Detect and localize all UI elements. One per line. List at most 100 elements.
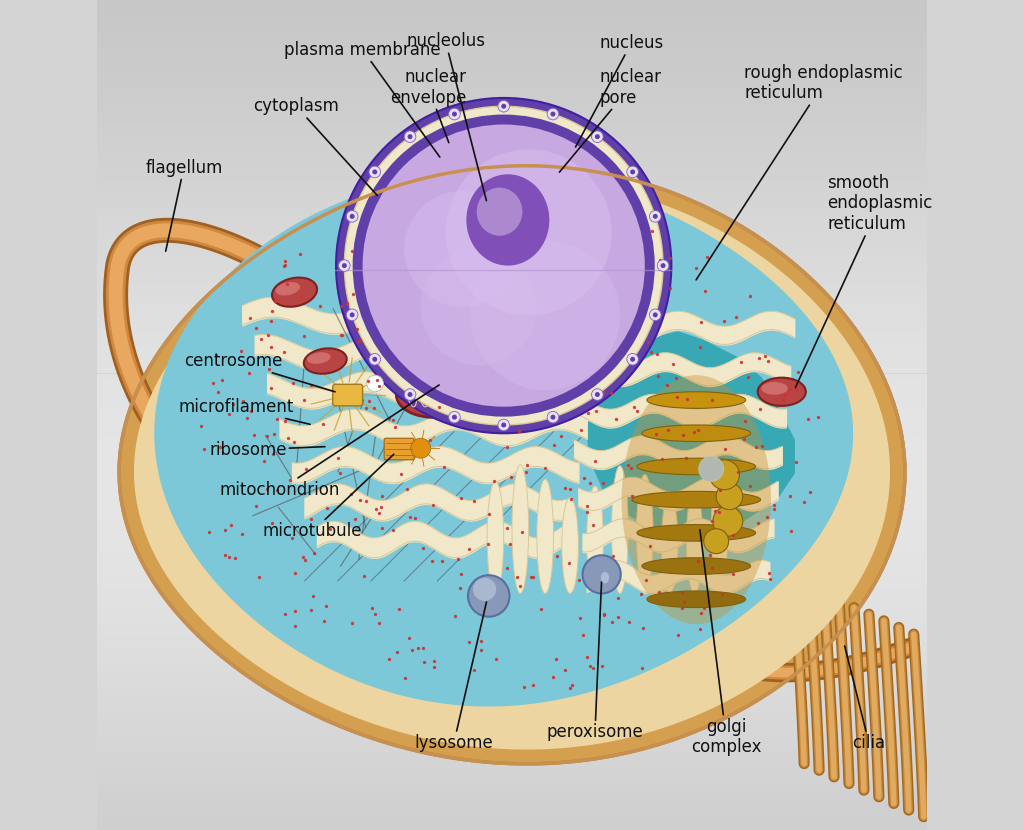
Circle shape — [367, 375, 383, 392]
Point — [537, 461, 553, 474]
Point — [426, 250, 442, 263]
Ellipse shape — [466, 174, 549, 266]
Circle shape — [404, 191, 520, 307]
Point — [752, 351, 768, 364]
Circle shape — [452, 415, 457, 420]
Point — [276, 345, 293, 359]
Point — [318, 501, 335, 515]
Point — [741, 289, 758, 302]
Point — [261, 363, 278, 376]
Point — [712, 483, 728, 496]
Bar — [97, 353, 927, 359]
Point — [436, 247, 453, 260]
Point — [508, 362, 524, 375]
Point — [634, 295, 650, 309]
Ellipse shape — [587, 486, 603, 593]
Point — [800, 412, 816, 425]
Bar — [97, 533, 927, 540]
Point — [241, 367, 257, 380]
Bar — [97, 678, 927, 685]
Point — [338, 296, 354, 310]
Bar — [97, 83, 927, 90]
Point — [588, 215, 604, 228]
Point — [643, 345, 659, 359]
Point — [349, 323, 366, 336]
Bar — [97, 567, 927, 574]
Point — [481, 508, 498, 521]
Point — [278, 608, 294, 621]
Bar — [97, 359, 927, 367]
Point — [775, 393, 792, 406]
Ellipse shape — [304, 349, 347, 374]
FancyBboxPatch shape — [333, 384, 362, 406]
Point — [565, 187, 582, 200]
Bar — [97, 685, 927, 691]
Point — [400, 632, 417, 645]
Point — [633, 587, 649, 600]
Point — [749, 441, 765, 454]
Point — [295, 393, 311, 406]
Bar — [97, 574, 927, 581]
Point — [345, 287, 361, 300]
Bar — [97, 228, 927, 235]
Point — [761, 566, 777, 579]
Point — [482, 401, 499, 414]
Point — [716, 315, 732, 328]
Bar — [97, 48, 927, 56]
Point — [415, 212, 431, 226]
Bar — [97, 208, 927, 214]
Point — [644, 224, 660, 237]
Bar — [97, 809, 927, 816]
Ellipse shape — [396, 359, 495, 417]
Ellipse shape — [647, 392, 745, 408]
Point — [737, 414, 754, 427]
Point — [511, 407, 527, 420]
Point — [232, 344, 249, 358]
Point — [422, 434, 438, 447]
Point — [511, 424, 527, 437]
Bar — [97, 450, 927, 456]
Point — [739, 370, 756, 383]
Circle shape — [716, 483, 742, 510]
Point — [233, 527, 250, 540]
Point — [248, 500, 264, 513]
Point — [366, 401, 382, 414]
Circle shape — [408, 134, 413, 139]
Point — [264, 516, 281, 530]
Bar — [97, 774, 927, 782]
Bar — [97, 747, 927, 754]
Point — [473, 634, 489, 647]
Point — [516, 681, 532, 694]
Point — [205, 377, 221, 390]
Point — [659, 378, 676, 391]
Point — [708, 504, 724, 517]
Bar — [97, 602, 927, 608]
Point — [487, 652, 504, 665]
Ellipse shape — [637, 475, 653, 593]
Point — [284, 531, 300, 544]
Point — [221, 408, 238, 421]
Point — [757, 349, 773, 363]
Point — [296, 330, 312, 343]
Circle shape — [369, 354, 381, 365]
Point — [563, 492, 580, 505]
Circle shape — [367, 325, 388, 346]
Circle shape — [336, 307, 356, 327]
Point — [451, 553, 467, 566]
Point — [669, 390, 685, 403]
Circle shape — [339, 260, 350, 271]
Circle shape — [421, 249, 537, 365]
Bar — [97, 139, 927, 145]
Point — [518, 466, 535, 479]
Point — [403, 643, 420, 657]
Bar — [97, 290, 927, 297]
Point — [297, 554, 313, 567]
Bar — [97, 242, 927, 249]
Point — [258, 429, 274, 442]
Point — [287, 566, 303, 579]
Point — [421, 350, 437, 364]
Bar — [97, 263, 927, 270]
Bar — [97, 546, 927, 554]
Circle shape — [498, 419, 510, 431]
Bar — [97, 305, 927, 311]
